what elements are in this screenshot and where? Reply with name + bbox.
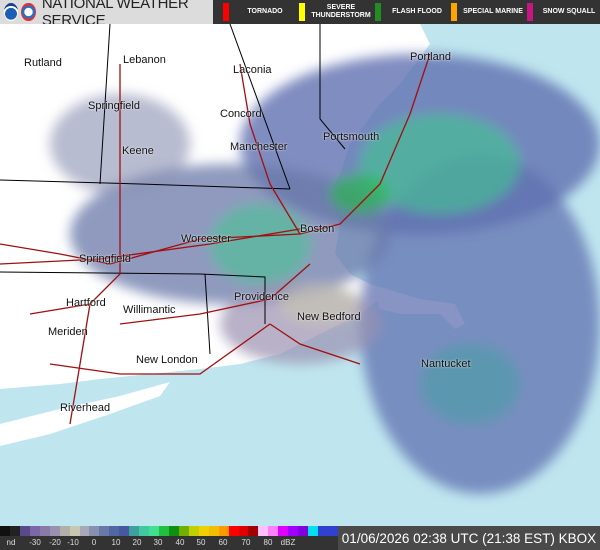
scale-swatch [218,526,229,536]
city-label: Hartford [66,297,106,309]
scale-tick: 0 [91,538,97,547]
city-label: Boston [300,223,335,235]
scale-swatch [268,526,279,536]
city-label: Concord [220,108,262,120]
city-label: Portland [410,51,451,63]
scale-swatch [198,526,209,536]
warning-swatch [375,3,381,21]
header: NATIONAL WEATHER SERVICE TORNADO SEVERE T… [0,0,600,29]
scale-swatch [248,526,259,536]
scale-tick: nd [6,538,16,547]
scale-swatch [159,526,169,536]
radar-timestamp: 01/06/2026 02:38 UTC (21:38 EST) KBOX [338,526,600,550]
city-label: Keene [122,145,154,157]
brand: NATIONAL WEATHER SERVICE [0,0,213,29]
scale-swatch [59,526,70,536]
land-longisland [0,382,170,446]
city-label: Springfield [88,100,140,112]
scale-tick: 50 [196,538,206,547]
warning-label: SNOW SQUALL [542,8,596,15]
scale-tick: 30 [153,538,163,547]
scale-tick: 10 [111,538,121,547]
warning-label: SPECIAL MARINE [463,8,523,15]
city-label: Portsmouth [323,131,380,143]
scale-swatch [99,526,110,536]
warning-label: TORNADO [247,8,283,15]
city-label: Manchester [230,141,288,153]
city-label: Lebanon [123,54,166,66]
city-label: Laconia [233,64,272,76]
scale-swatch [318,526,328,536]
scale-swatch [79,526,90,536]
scale-tick: -20 [49,538,61,547]
city-label: Nantucket [421,358,471,370]
warning-legend: TORNADO SEVERE THUNDERSTORM FLASH FLOOD SPE… [213,0,600,24]
scale-swatch [29,526,40,536]
scale-swatch [69,526,80,536]
highways [0,53,431,425]
radar-echoes [50,54,600,494]
scale-swatch [288,526,299,536]
city-label: Willimantic [123,304,176,316]
warning-swatch [451,3,457,21]
scale-swatch [149,526,159,536]
warning-swatch [527,3,533,21]
scale-swatch [327,526,338,536]
scale-swatch [308,526,318,536]
scale-swatch [9,526,20,536]
scale-swatch [49,526,60,536]
warning-swatch [299,3,305,21]
scale-swatch [19,526,30,536]
scale-swatch [109,526,120,536]
scale-swatch [208,526,219,536]
scale-tick: 80 [263,538,273,547]
city-label: Providence [234,291,290,303]
scale-tick: 70 [241,538,251,547]
warning-label: SEVERE THUNDERSTORM [311,4,371,19]
city-label: Meriden [48,326,88,338]
warning-snow-squall: SNOW SQUALL [527,2,600,22]
map-canvas [0,23,600,526]
scale-swatch [278,526,289,536]
warning-tornado: TORNADO [223,2,296,22]
scale-swatch [188,526,199,536]
city-label: New Bedford [297,311,361,323]
scale-tick: -10 [67,538,79,547]
city-label: Rutland [24,57,62,69]
scale-swatch [178,526,189,536]
footer: nd -30 -20 -10 0 10 20 30 40 50 60 70 80 dBZ 01/06/20… [0,526,600,550]
scale-swatch [228,526,239,536]
city-label: Springfield [79,253,131,265]
city-label: Riverhead [60,402,111,414]
scale-swatch [139,526,150,536]
scale-tick: -30 [29,538,41,547]
radar-map[interactable]: Rutland Lebanon Laconia Portland Springfield… [0,23,600,526]
scale-swatch [39,526,50,536]
city-label: Worcester [181,233,231,245]
scale-tick: dBZ [280,538,296,547]
scale-swatch [129,526,140,536]
scale-tick: 60 [218,538,228,547]
city-label: New London [136,354,198,366]
scale-swatch [119,526,130,536]
warning-severe-thunderstorm: SEVERE THUNDERSTORM [299,2,372,22]
dbz-color-scale: nd -30 -20 -10 0 10 20 30 40 50 60 70 80 dBZ [0,526,338,550]
scale-swatch [0,526,10,536]
scale-swatch [168,526,179,536]
scale-tick: 20 [132,538,142,547]
scale-swatch [258,526,269,536]
warning-flash-flood: FLASH FLOOD [375,2,448,22]
scale-swatch [298,526,309,536]
nws-logo [21,3,36,21]
scale-swatch [89,526,100,536]
noaa-logo [4,3,19,21]
scale-tick: 40 [175,538,185,547]
warning-label: FLASH FLOOD [392,8,442,15]
warning-special-marine: SPECIAL MARINE [451,2,524,22]
scale-swatch [238,526,249,536]
warning-swatch [223,3,229,21]
